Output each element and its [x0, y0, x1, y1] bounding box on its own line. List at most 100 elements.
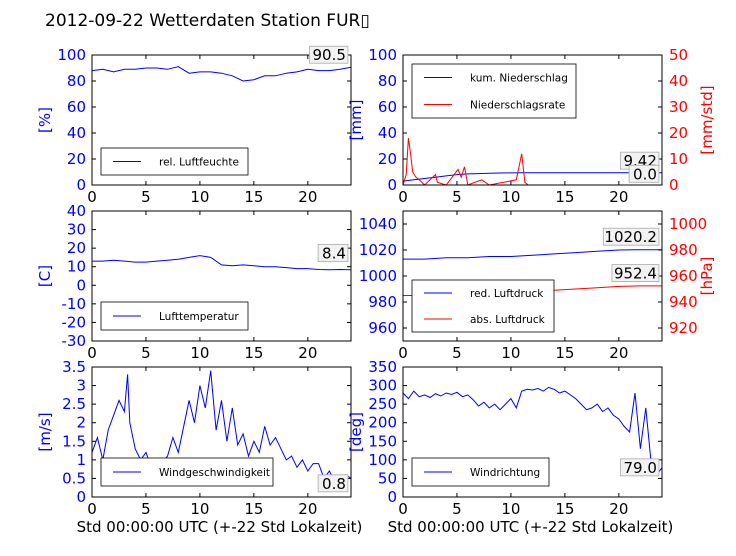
legend: red. Luftdruck abs. Luftdruck	[411, 279, 555, 333]
plot-frame	[91, 210, 352, 342]
x-tick-label: 10	[190, 344, 209, 362]
x-tick-label: 15	[555, 344, 574, 362]
y-tick-label: 300	[368, 377, 397, 395]
y-tick-label: 1040	[359, 215, 397, 233]
y-tick-label: 2.5	[62, 395, 86, 413]
legend-entry: red. Luftdruck	[470, 288, 544, 300]
legend: kum. Niederschlag Niederschlagsrate	[411, 63, 577, 119]
x-tick-label: 0	[87, 188, 97, 206]
x-tick-label: 20	[609, 344, 628, 362]
legend-entry: rel. Luftfeuchte	[159, 157, 239, 169]
y-tick-label: 100	[57, 46, 86, 64]
y-tick-label: 1	[76, 451, 86, 469]
x-tick-label: 15	[555, 188, 574, 206]
value-label: 79.0	[624, 459, 657, 477]
x-tick-label: 5	[452, 344, 462, 362]
chart-pressure: 0 5 10 15 20 960 980 1000 1020 1040 920 940 960 980 10…	[359, 210, 716, 362]
y-tick-label-right: 50	[669, 46, 688, 64]
y-tick-label: 10	[67, 258, 86, 276]
x-axis-label: Std 00:00:00 UTC (+-22 Std Lokalzeit)	[77, 518, 363, 536]
y-axis-label-right: [mm/std]	[698, 85, 716, 154]
x-tick-label: 20	[609, 500, 628, 518]
y-tick-label: 100	[368, 451, 397, 469]
legend: Windrichtung	[411, 457, 550, 487]
x-tick-label: 5	[141, 344, 151, 362]
plot-frame	[91, 54, 352, 186]
x-tick-label: 10	[190, 500, 209, 518]
x-tick-label: 15	[244, 500, 263, 518]
x-tick-label: 10	[190, 188, 209, 206]
y-tick-label-right: 920	[669, 319, 698, 337]
x-tick-label: 20	[298, 188, 317, 206]
y-tick-label: 350	[368, 358, 397, 376]
series-line-winddirection-0	[403, 386, 662, 476]
y-tick-label-right: 0	[669, 176, 679, 194]
legend-box	[411, 279, 555, 333]
y-tick-label: 3.5	[62, 358, 86, 376]
x-tick-label: 5	[141, 500, 151, 518]
y-axis-label: [mm]	[347, 100, 365, 141]
y-tick-label: 20	[378, 150, 397, 168]
y-tick-label: 0	[387, 176, 397, 194]
figure-title: 2012-09-22 Wetterdaten Station FUR▯	[45, 11, 370, 31]
x-tick-label: 10	[501, 500, 520, 518]
plot-frame	[402, 54, 663, 186]
y-axis-label-right: [hPa]	[698, 257, 716, 296]
x-tick-label: 20	[298, 344, 317, 362]
y-tick-label: 0	[76, 176, 86, 194]
y-tick-label: 1.5	[62, 432, 86, 450]
y-tick-label: 100	[368, 46, 397, 64]
value-label-box	[317, 243, 349, 262]
chart-humidity: 0 5 10 15 20 0 20 40 60 80 100 [%] rel. Luftfeuchte 9…	[36, 45, 352, 206]
chart-temperature: 0 5 10 15 20-30-20-10010203040[C]Lufttempera…	[36, 202, 352, 362]
y-axis-label: [deg]	[347, 412, 365, 452]
y-tick-label: 3	[76, 377, 86, 395]
y-tick-label: 20	[67, 150, 86, 168]
value-label: 90.5	[313, 46, 346, 64]
chart-precipitation: 0 5 10 15 20 0 20 40 60 80 100 0 10 20 30 40 50 [mm] [mm/s…	[347, 46, 716, 206]
x-axis-label: Std 00:00:00 UTC (+-22 Std Lokalzeit)	[388, 518, 674, 536]
legend-entry: abs. Luftdruck	[470, 314, 546, 326]
value-label-box	[602, 227, 660, 246]
x-tick-label: 0	[398, 188, 408, 206]
value-label: 1020.2	[604, 228, 657, 246]
y-tick-label: 960	[368, 319, 397, 337]
y-tick-label-right: 940	[669, 293, 698, 311]
x-tick-label: 20	[609, 188, 628, 206]
x-tick-label: 0	[87, 500, 97, 518]
y-tick-label: 250	[368, 395, 397, 413]
y-tick-label-right: 1000	[669, 215, 707, 233]
y-tick-label-right: 980	[669, 241, 698, 259]
y-tick-label-right: 40	[669, 72, 688, 90]
y-tick-label: 0	[76, 276, 86, 294]
value-label-box	[620, 458, 660, 477]
y-tick-label: 80	[67, 72, 86, 90]
legend-box	[411, 63, 577, 119]
y-axis-label: [%]	[36, 107, 54, 133]
y-tick-label-right: 20	[669, 124, 688, 142]
x-tick-label: 10	[501, 344, 520, 362]
y-axis-label: [m/s]	[36, 412, 54, 451]
y-tick-label: 0	[76, 488, 86, 506]
y-tick-label: -30	[62, 332, 87, 350]
y-tick-label: 0	[387, 488, 397, 506]
value-label-box	[309, 45, 349, 64]
series-line-temperature-0	[92, 255, 351, 271]
x-tick-label: 5	[452, 500, 462, 518]
x-tick-label: 0	[398, 344, 408, 362]
x-tick-label: 20	[298, 500, 317, 518]
value-label: 0.0	[633, 165, 657, 183]
value-label-box	[611, 264, 660, 283]
y-axis-label: [C]	[36, 265, 54, 287]
y-tick-label: 60	[67, 98, 86, 116]
y-tick-label: 1000	[359, 267, 397, 285]
legend: Lufttemperatur	[100, 301, 249, 331]
value-label: 0.8	[322, 475, 346, 493]
y-tick-label: 40	[67, 202, 86, 220]
value-label-box	[628, 164, 660, 183]
y-tick-label: 80	[378, 72, 397, 90]
x-tick-label: 15	[244, 344, 263, 362]
y-tick-label: -20	[62, 313, 87, 331]
x-tick-label: 15	[555, 500, 574, 518]
